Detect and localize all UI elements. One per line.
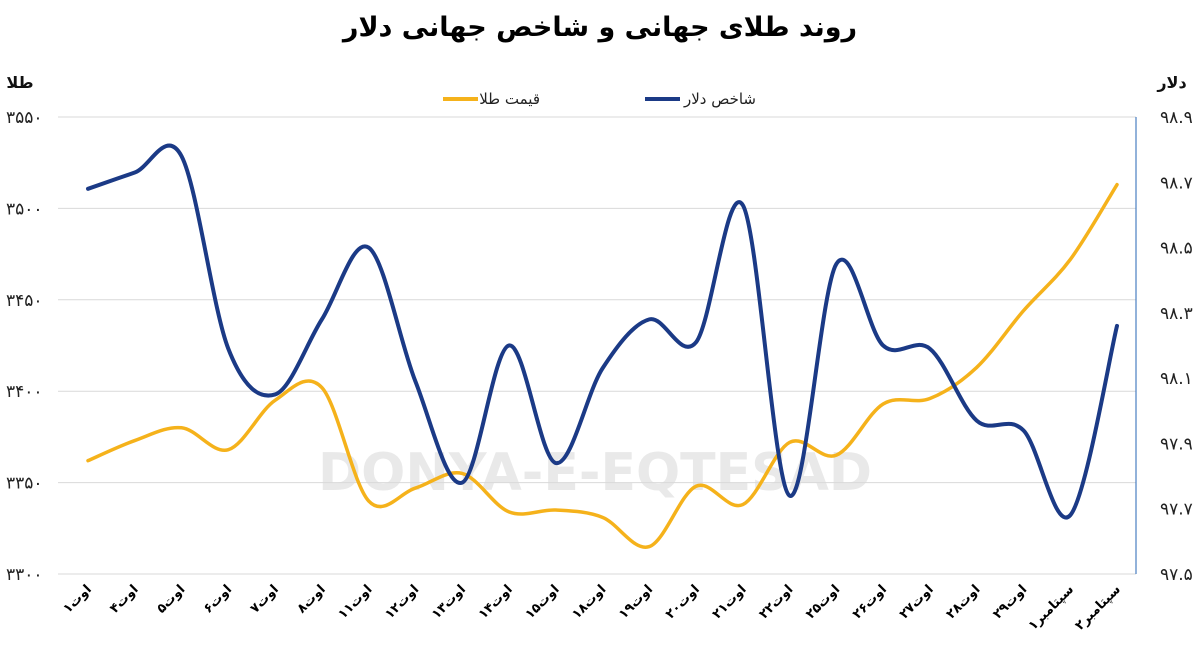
legend-label-dollar: شاخص دلار: [683, 90, 756, 108]
right-axis-title: دلار: [1156, 73, 1186, 92]
right-tick-label: ۹۸.۹: [1160, 108, 1193, 128]
x-tick-label: ۷اوت: [248, 582, 282, 616]
x-tick-label: ۲سپتامبر: [1072, 582, 1123, 633]
x-tick-label: ۱۴اوت: [476, 582, 516, 622]
right-tick-label: ۹۸.۱: [1160, 369, 1193, 389]
left-tick-label: ۳۳۵۰: [6, 474, 43, 494]
x-tick-label: ۱سپتامبر: [1026, 582, 1077, 633]
x-tick-label: ۲۲اوت: [756, 582, 796, 622]
x-tick-label: ۱۲اوت: [382, 582, 422, 622]
x-tick-label: ۲۰اوت: [663, 582, 703, 622]
chart-title: روند طلای جهانی و شاخص جهانی دلار: [341, 12, 857, 43]
x-tick-label: ۱۸اوت: [569, 582, 609, 622]
left-tick-label: ۳۵۵۰: [6, 108, 43, 128]
x-tick-label: ۱۱اوت: [336, 582, 376, 622]
legend: قیمت طلا شاخص دلار: [443, 90, 756, 108]
x-tick-label: ۲۶اوت: [850, 582, 890, 622]
x-tick-label: ۲۹اوت: [990, 582, 1030, 622]
right-tick-label: ۹۸.۵: [1160, 239, 1193, 259]
x-tick-label: ۱۹اوت: [616, 582, 656, 622]
right-tick-label: ۹۷.۹: [1160, 434, 1193, 454]
right-tick-label: ۹۸.۳: [1160, 304, 1193, 324]
x-tick-label: ۱اوت: [61, 582, 95, 616]
x-tick-label: ۸اوت: [294, 582, 328, 616]
x-tick-label: ۶اوت: [201, 582, 235, 616]
left-axis-title: طلا: [6, 73, 33, 92]
x-tick-label: ۲۸اوت: [944, 582, 984, 622]
left-tick-label: ۳۳۰۰: [6, 565, 43, 585]
x-tick-label: ۱۳اوت: [429, 582, 469, 622]
right-tick-label: ۹۷.۵: [1160, 565, 1193, 585]
left-tick-label: ۳۴۵۰: [6, 291, 43, 311]
left-tick-label: ۳۴۰۰: [6, 382, 43, 402]
x-tick-label: ۲۱اوت: [710, 582, 750, 622]
x-tick-label: ۲۷اوت: [897, 582, 937, 622]
right-tick-label: ۹۷.۷: [1160, 500, 1193, 520]
left-tick-label: ۳۵۰۰: [6, 199, 43, 219]
right-tick-label: ۹۸.۷: [1160, 173, 1193, 193]
x-tick-label: ۴اوت: [107, 582, 141, 616]
x-tick-label: ۵اوت: [154, 582, 188, 616]
x-tick-label: ۲۵اوت: [803, 582, 843, 622]
x-tick-label: ۱۵اوت: [523, 582, 563, 622]
legend-label-gold: قیمت طلا: [479, 90, 540, 108]
